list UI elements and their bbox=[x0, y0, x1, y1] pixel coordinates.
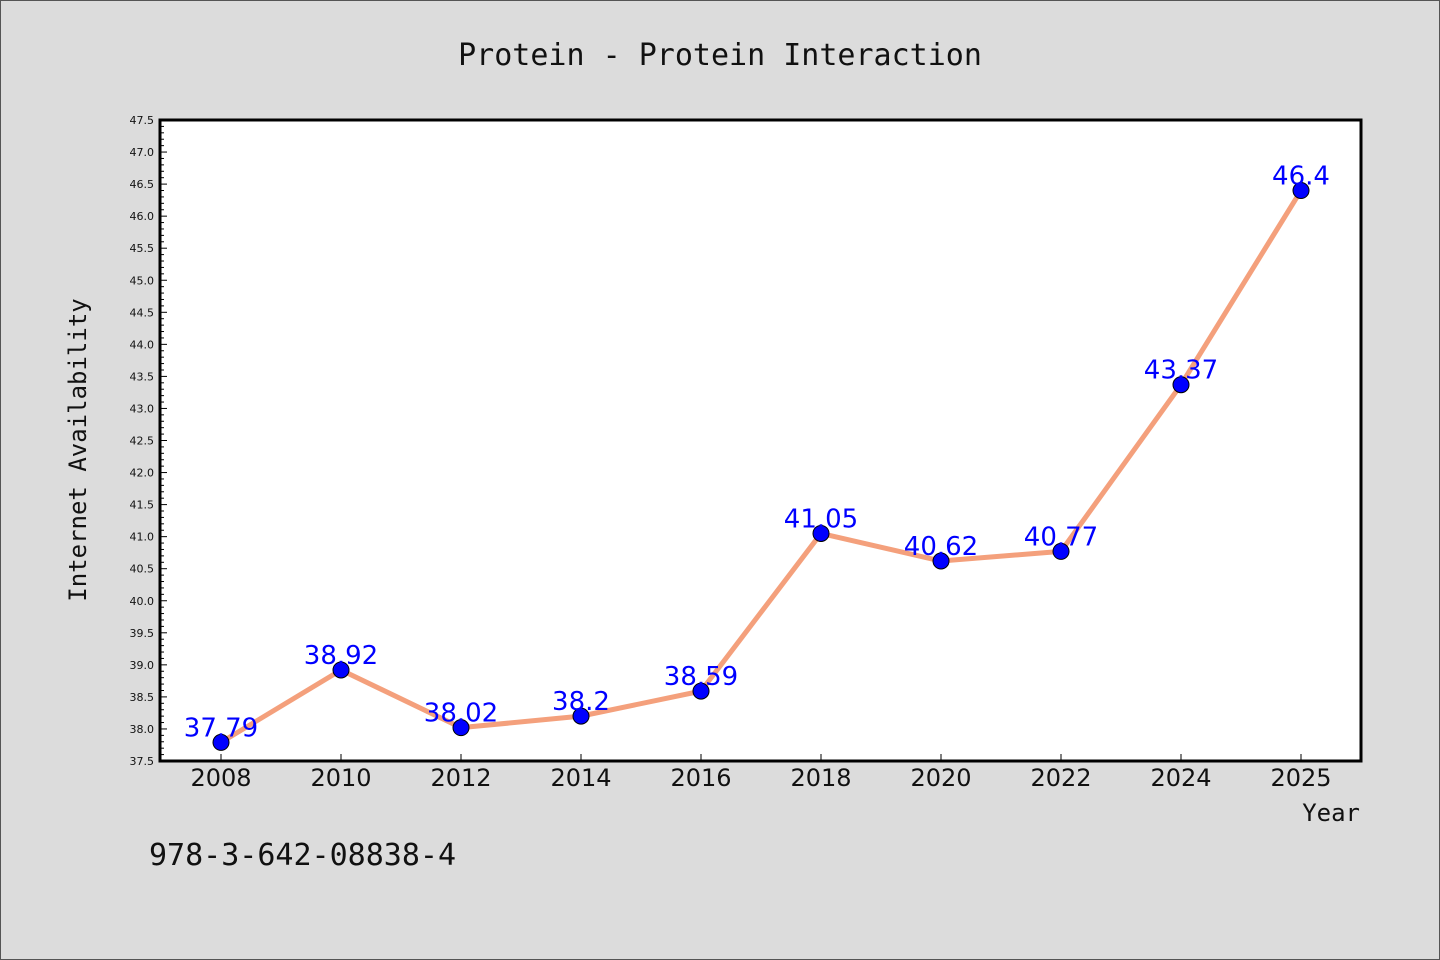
plot-area bbox=[160, 120, 1361, 761]
data-label: 41.05 bbox=[784, 504, 858, 534]
y-tick-label: 38.0 bbox=[130, 723, 155, 736]
x-tick-label: 2025 bbox=[1270, 764, 1331, 792]
y-tick-label: 37.5 bbox=[130, 755, 155, 768]
y-tick-label: 42.0 bbox=[130, 467, 155, 480]
x-axis-label: Year bbox=[1302, 799, 1360, 827]
data-point bbox=[1172, 376, 1190, 394]
data-point bbox=[812, 524, 830, 542]
x-tick-label: 2012 bbox=[430, 764, 491, 792]
y-tick-label: 47.5 bbox=[130, 114, 155, 127]
data-point bbox=[932, 552, 950, 570]
y-axis: 37.5 38.0 38.5 39.0 39.5 40.0 40.5 41.0 41.5 42.0… bbox=[130, 114, 167, 768]
x-tick-label: 2020 bbox=[910, 764, 971, 792]
series-line bbox=[218, 188, 1304, 745]
y-axis-label: Internet Availability bbox=[64, 298, 92, 601]
x-tick-label: 2016 bbox=[670, 764, 731, 792]
x-tick-label: 2014 bbox=[550, 764, 611, 792]
x-tick-label: 2010 bbox=[310, 764, 371, 792]
x-axis: 2008 2010 2012 2014 2016 2018 2020 2022 2024 2025 bbox=[190, 754, 1332, 792]
data-label: 40.62 bbox=[904, 532, 978, 562]
y-tick-label: 43.0 bbox=[130, 402, 155, 415]
y-tick-label: 41.5 bbox=[130, 499, 155, 512]
data-point bbox=[212, 733, 230, 751]
y-tick-label: 39.0 bbox=[130, 659, 155, 672]
isbn-text: 978-3-642-08838-4 bbox=[149, 838, 456, 873]
y-tick-label: 44.5 bbox=[130, 306, 155, 319]
y-tick-label: 45.0 bbox=[130, 274, 155, 287]
x-tick-label: 2024 bbox=[1150, 764, 1211, 792]
y-tick-label: 44.0 bbox=[130, 338, 155, 351]
x-tick-label: 2018 bbox=[790, 764, 851, 792]
data-label: 38.59 bbox=[664, 662, 738, 692]
data-label: 38.02 bbox=[424, 699, 498, 729]
y-tick-label: 46.0 bbox=[130, 210, 155, 223]
data-point bbox=[1052, 542, 1070, 560]
y-tick-label: 45.5 bbox=[130, 242, 155, 255]
x-tick-label: 2008 bbox=[190, 764, 251, 792]
data-label: 38.2 bbox=[552, 687, 610, 717]
chart-title: Protein - Protein Interaction bbox=[458, 38, 982, 73]
data-label: 38.92 bbox=[304, 641, 378, 671]
y-tick-label: 46.5 bbox=[130, 178, 155, 191]
data-points bbox=[212, 182, 1310, 751]
x-tick-label: 2022 bbox=[1030, 764, 1091, 792]
data-label: 43.37 bbox=[1144, 356, 1218, 386]
data-point bbox=[452, 719, 470, 737]
y-tick-label: 41.0 bbox=[130, 531, 155, 544]
data-point bbox=[332, 661, 350, 679]
plot-frame bbox=[158, 118, 1363, 763]
y-tick-label: 40.0 bbox=[130, 595, 155, 608]
y-tick-label: 47.0 bbox=[130, 146, 155, 159]
y-tick-label: 40.5 bbox=[130, 563, 155, 576]
data-labels: 37.79 38.92 38.02 38.2 38.59 41.05 40.62 40.77 4… bbox=[184, 162, 1330, 744]
data-point bbox=[1292, 182, 1310, 200]
data-point bbox=[692, 682, 710, 700]
y-tick-label: 42.5 bbox=[130, 435, 155, 448]
y-tick-label: 38.5 bbox=[130, 691, 155, 704]
series-line-group bbox=[218, 188, 1304, 745]
data-label: 46.4 bbox=[1272, 162, 1330, 192]
data-label: 37.79 bbox=[184, 713, 258, 743]
data-point bbox=[572, 707, 590, 725]
y-tick-label: 39.5 bbox=[130, 627, 155, 640]
data-label: 40.77 bbox=[1024, 522, 1098, 552]
y-tick-label: 43.5 bbox=[130, 370, 155, 383]
